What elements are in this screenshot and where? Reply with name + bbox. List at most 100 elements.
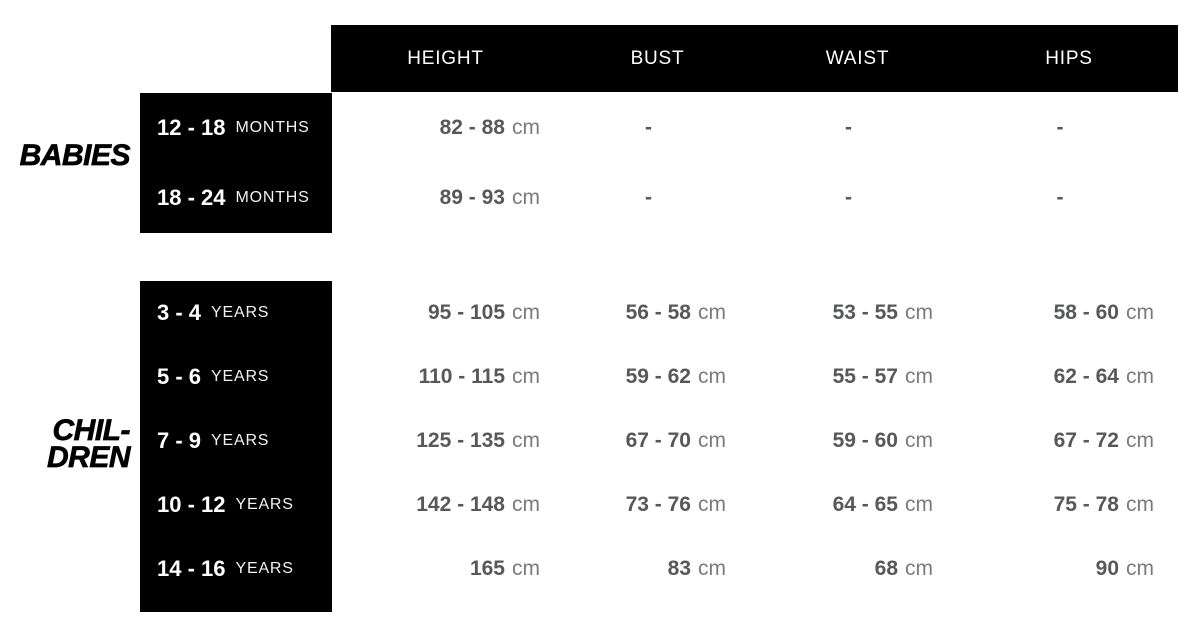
cell-waist-empty: - [755, 163, 960, 233]
age-unit: MONTHS [235, 119, 310, 136]
age-range: 18 - 24 [157, 185, 226, 210]
cell-height: 89 - 93 cm [331, 163, 560, 233]
cell-waist: 53 - 55 cm [755, 281, 960, 345]
cell-unit: cm [905, 557, 933, 580]
cell-hips: 75 - 78 cm [960, 473, 1178, 537]
cell-bust-empty: - [560, 163, 755, 233]
cell-value: 142 - 148 [416, 493, 505, 516]
cell-value: 75 - 78 [1053, 493, 1119, 516]
cell-height: 165 cm [331, 537, 560, 601]
cell-value: 62 - 64 [1053, 365, 1119, 388]
cell-unit: cm [1126, 557, 1154, 580]
cell-value: 83 [667, 557, 691, 580]
cell-unit: cm [1126, 493, 1154, 516]
cell-value: 73 - 76 [625, 493, 691, 516]
age-range: 5 - 6 [157, 364, 202, 389]
age-range: 14 - 16 [157, 556, 226, 581]
cell-unit: cm [1126, 301, 1154, 324]
cell-height: 125 - 135 cm [331, 409, 560, 473]
age-range: 7 - 9 [157, 428, 202, 453]
cell-hips-empty: - [960, 93, 1178, 163]
age-range: 12 - 18 [157, 115, 226, 140]
age-unit: YEARS [211, 432, 270, 449]
cell-value: - [845, 116, 852, 139]
cell-value: - [645, 186, 652, 209]
size-row-label: 12 - 18 MONTHS [157, 93, 332, 163]
cell-hips-empty: - [960, 163, 1178, 233]
cell-value: 59 - 60 [832, 429, 898, 452]
cell-unit: cm [905, 429, 933, 452]
size-row-label: 10 - 12 YEARS [157, 473, 332, 537]
cell-bust: 56 - 58 cm [560, 281, 755, 345]
cell-value: 68 [874, 557, 898, 580]
age-range: 10 - 12 [157, 492, 226, 517]
cell-bust: 73 - 76 cm [560, 473, 755, 537]
age-range: 3 - 4 [157, 300, 202, 325]
size-row-label: 3 - 4 YEARS [157, 281, 332, 345]
cell-hips: 67 - 72 cm [960, 409, 1178, 473]
size-row-label: 7 - 9 YEARS [157, 409, 332, 473]
cell-bust: 83 cm [560, 537, 755, 601]
cell-value: - [845, 186, 852, 209]
cell-unit: cm [1126, 429, 1154, 452]
cell-value: 58 - 60 [1053, 301, 1119, 324]
cell-hips: 90 cm [960, 537, 1178, 601]
cell-waist-empty: - [755, 93, 960, 163]
section-label-line: BABIES [19, 139, 131, 172]
cell-value: 95 - 105 [427, 301, 505, 324]
cell-bust: 59 - 62 cm [560, 345, 755, 409]
cell-value: 53 - 55 [832, 301, 898, 324]
cell-value: 55 - 57 [832, 365, 898, 388]
cell-unit: cm [698, 301, 726, 324]
cell-value: 64 - 65 [832, 493, 898, 516]
cell-unit: cm [512, 186, 540, 209]
cell-unit: cm [1126, 365, 1154, 388]
cell-height: 110 - 115 cm [331, 345, 560, 409]
section-label-line: CHIL- [52, 414, 131, 447]
cell-unit: cm [905, 493, 933, 516]
column-header-height: HEIGHT [407, 47, 484, 69]
cell-unit: cm [905, 365, 933, 388]
cell-value: 110 - 115 [418, 365, 505, 388]
cell-unit: cm [512, 429, 540, 452]
babies-data-grid: 82 - 88 cm - - - 89 - 93 cm - - - [331, 93, 1178, 233]
cell-unit: cm [512, 557, 540, 580]
age-unit: YEARS [211, 304, 270, 321]
cell-unit: cm [905, 301, 933, 324]
cell-height: 95 - 105 cm [331, 281, 560, 345]
cell-unit: cm [512, 493, 540, 516]
cell-value: 90 [1095, 557, 1119, 580]
cell-waist: 68 cm [755, 537, 960, 601]
column-header-waist: WAIST [825, 47, 890, 69]
section-label-babies: BABIES [0, 139, 131, 172]
children-data-grid: 95 - 105 cm 56 - 58 cm 53 - 55 cm 58 - 6… [331, 281, 1178, 601]
column-header-bar: HEIGHT BUST WAIST HIPS [331, 25, 1178, 92]
cell-height: 82 - 88 cm [331, 93, 560, 163]
cell-bust-empty: - [560, 93, 755, 163]
cell-waist: 59 - 60 cm [755, 409, 960, 473]
cell-unit: cm [512, 116, 540, 139]
cell-hips: 62 - 64 cm [960, 345, 1178, 409]
cell-hips: 58 - 60 cm [960, 281, 1178, 345]
age-unit: YEARS [235, 560, 294, 577]
column-header-hips: HIPS [1045, 47, 1093, 69]
babies-size-box: 12 - 18 MONTHS 18 - 24 MONTHS [140, 93, 332, 233]
size-row-label: 14 - 16 YEARS [157, 537, 332, 601]
age-unit: YEARS [235, 496, 294, 513]
size-row-label: 18 - 24 MONTHS [157, 163, 332, 233]
section-label-line: DREN [46, 441, 131, 474]
cell-value: - [645, 116, 652, 139]
cell-height: 142 - 148 cm [331, 473, 560, 537]
cell-value: 125 - 135 [416, 429, 505, 452]
column-header-bust: BUST [630, 47, 685, 69]
size-row-label: 5 - 6 YEARS [157, 345, 332, 409]
cell-waist: 64 - 65 cm [755, 473, 960, 537]
cell-value: - [1056, 116, 1064, 139]
cell-waist: 55 - 57 cm [755, 345, 960, 409]
cell-value: 82 - 88 [439, 116, 505, 139]
cell-value: 59 - 62 [625, 365, 691, 388]
cell-unit: cm [512, 301, 540, 324]
age-unit: YEARS [211, 368, 270, 385]
cell-value: 165 [469, 557, 505, 580]
